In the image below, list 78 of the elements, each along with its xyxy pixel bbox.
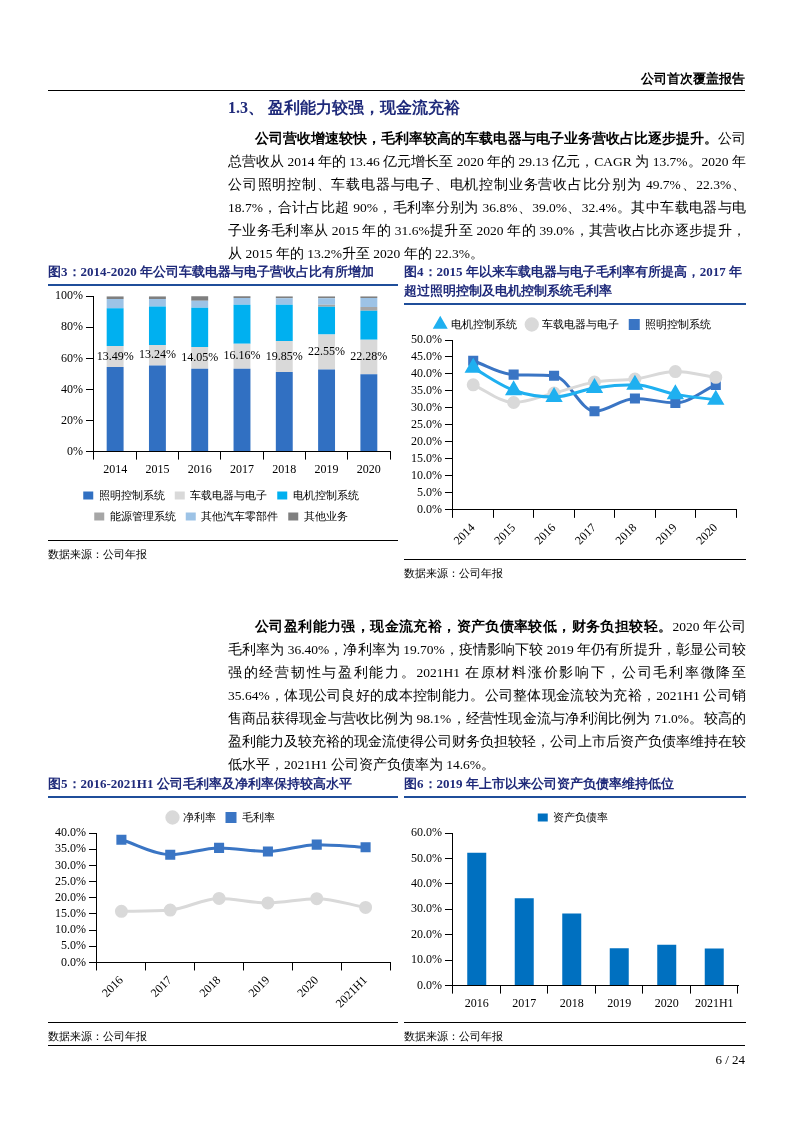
y-tick-label: 40.0%	[411, 366, 442, 381]
y-tick-label: 15.0%	[411, 451, 442, 466]
y-tick-label: 40.0%	[411, 876, 442, 891]
x-tick-label: 2017	[230, 461, 254, 476]
legend-label: 毛利率	[241, 810, 275, 823]
chart-title: 图4：2015 年以来车载电器与电子毛利率有所提高，2017 年超过照明控制及电机控制系统毛利率	[404, 262, 746, 305]
y-tick-label: 50.0%	[411, 332, 442, 347]
y-tick-label: 80%	[61, 319, 83, 334]
text: 公司营收增速较快，毛利率较高的车载电器与电子业务营收占比逐步提升。	[255, 131, 718, 146]
y-tick-label: 30.0%	[411, 901, 442, 916]
y-tick-label: 10.0%	[411, 468, 442, 483]
x-tick-label: 2018	[559, 995, 584, 1010]
y-tick-label: 0%	[67, 443, 83, 458]
source-note: 数据来源：公司年报	[404, 1029, 504, 1044]
legend-label: 照明控制系统	[98, 488, 165, 501]
y-tick-label: 60%	[61, 350, 83, 365]
chart-title: 图3：2014-2020 年公司车载电器与电子营收占比有所增加	[48, 262, 398, 286]
y-tick-label: 30.0%	[55, 857, 86, 872]
y-tick-label: 20%	[61, 412, 83, 427]
legend-label: 车载电器与电子	[542, 317, 620, 330]
y-tick-label: 40.0%	[55, 825, 86, 840]
y-tick-label: 50.0%	[411, 850, 442, 865]
legend-label: 车载电器与电子	[190, 488, 268, 501]
y-tick-label: 0.0%	[417, 502, 442, 516]
y-tick-label: 25.0%	[55, 873, 86, 888]
legend-label: 电机控制系统	[450, 317, 517, 330]
x-tick-label: 2015	[145, 461, 170, 476]
y-tick-label: 35.0%	[55, 841, 86, 856]
x-tick-label: 2018	[272, 461, 297, 476]
y-tick-label: 20.0%	[411, 926, 442, 941]
legend-label: 其他业务	[303, 509, 348, 522]
y-tick-label: 0.0%	[61, 954, 86, 969]
legend-label: 其他汽车零部件	[201, 509, 279, 522]
x-tick-label: 2016	[464, 995, 489, 1010]
legend-label: 资产负债率	[553, 810, 609, 823]
legend-label: 照明控制系统	[644, 317, 711, 330]
source-note: 数据来源：公司年报	[48, 547, 148, 562]
data-label: 13.49%	[96, 348, 134, 363]
data-label: 22.55%	[308, 344, 346, 359]
y-tick-label: 0.0%	[417, 977, 442, 992]
data-label: 16.16%	[223, 348, 261, 363]
x-tick-label: 2019	[314, 461, 339, 476]
y-tick-label: 60.0%	[411, 825, 442, 840]
y-tick-label: 20.0%	[411, 434, 442, 449]
y-tick-label: 10.0%	[55, 922, 86, 937]
y-tick-label: 100%	[55, 288, 83, 303]
x-tick-label: 2014	[103, 461, 128, 476]
y-tick-label: 5.0%	[61, 938, 86, 953]
data-label: 13.24%	[138, 347, 176, 362]
y-tick-label: 30.0%	[411, 400, 442, 415]
y-tick-label: 35.0%	[411, 383, 442, 398]
data-label: 22.28%	[350, 349, 388, 364]
legend-label: 净利率	[183, 810, 216, 823]
text: 公司首次覆盖报告	[641, 70, 745, 88]
y-tick-label: 25.0%	[411, 417, 442, 432]
y-tick-label: 5.0%	[417, 485, 442, 500]
y-tick-label: 45.0%	[411, 349, 442, 364]
y-tick-label: 20.0%	[55, 889, 86, 904]
source-note: 数据来源：公司年报	[48, 1029, 148, 1044]
legend-label: 能源管理系统	[109, 509, 176, 522]
x-tick-label: 2021H1	[694, 995, 734, 1010]
legend-label: 电机控制系统	[292, 488, 359, 501]
y-tick-label: 10.0%	[411, 952, 442, 967]
x-tick-label: 2020	[654, 995, 679, 1010]
text: 6 / 24	[715, 1052, 745, 1068]
chart-title: 图6：2019 年上市以来公司资产负债率维持低位	[404, 774, 746, 798]
data-label: 19.85%	[265, 348, 303, 363]
chart-title: 图5：2016-2021H1 公司毛利率及净利率保持较高水平	[48, 774, 398, 798]
text: 公司盈利能力强，现金流充裕，资产负债率较低，财务负担较轻。	[255, 619, 673, 634]
source-note: 数据来源：公司年报	[404, 566, 504, 581]
y-tick-label: 15.0%	[55, 906, 86, 921]
x-tick-label: 2017	[512, 995, 537, 1010]
data-label: 14.05%	[181, 350, 219, 365]
x-tick-label: 2019	[607, 995, 632, 1010]
x-tick-label: 2020	[356, 461, 381, 476]
x-tick-label: 2016	[187, 461, 212, 476]
text: 1.3、 盈利能力较强，现金流充裕	[228, 98, 461, 118]
y-tick-label: 40%	[61, 381, 83, 396]
